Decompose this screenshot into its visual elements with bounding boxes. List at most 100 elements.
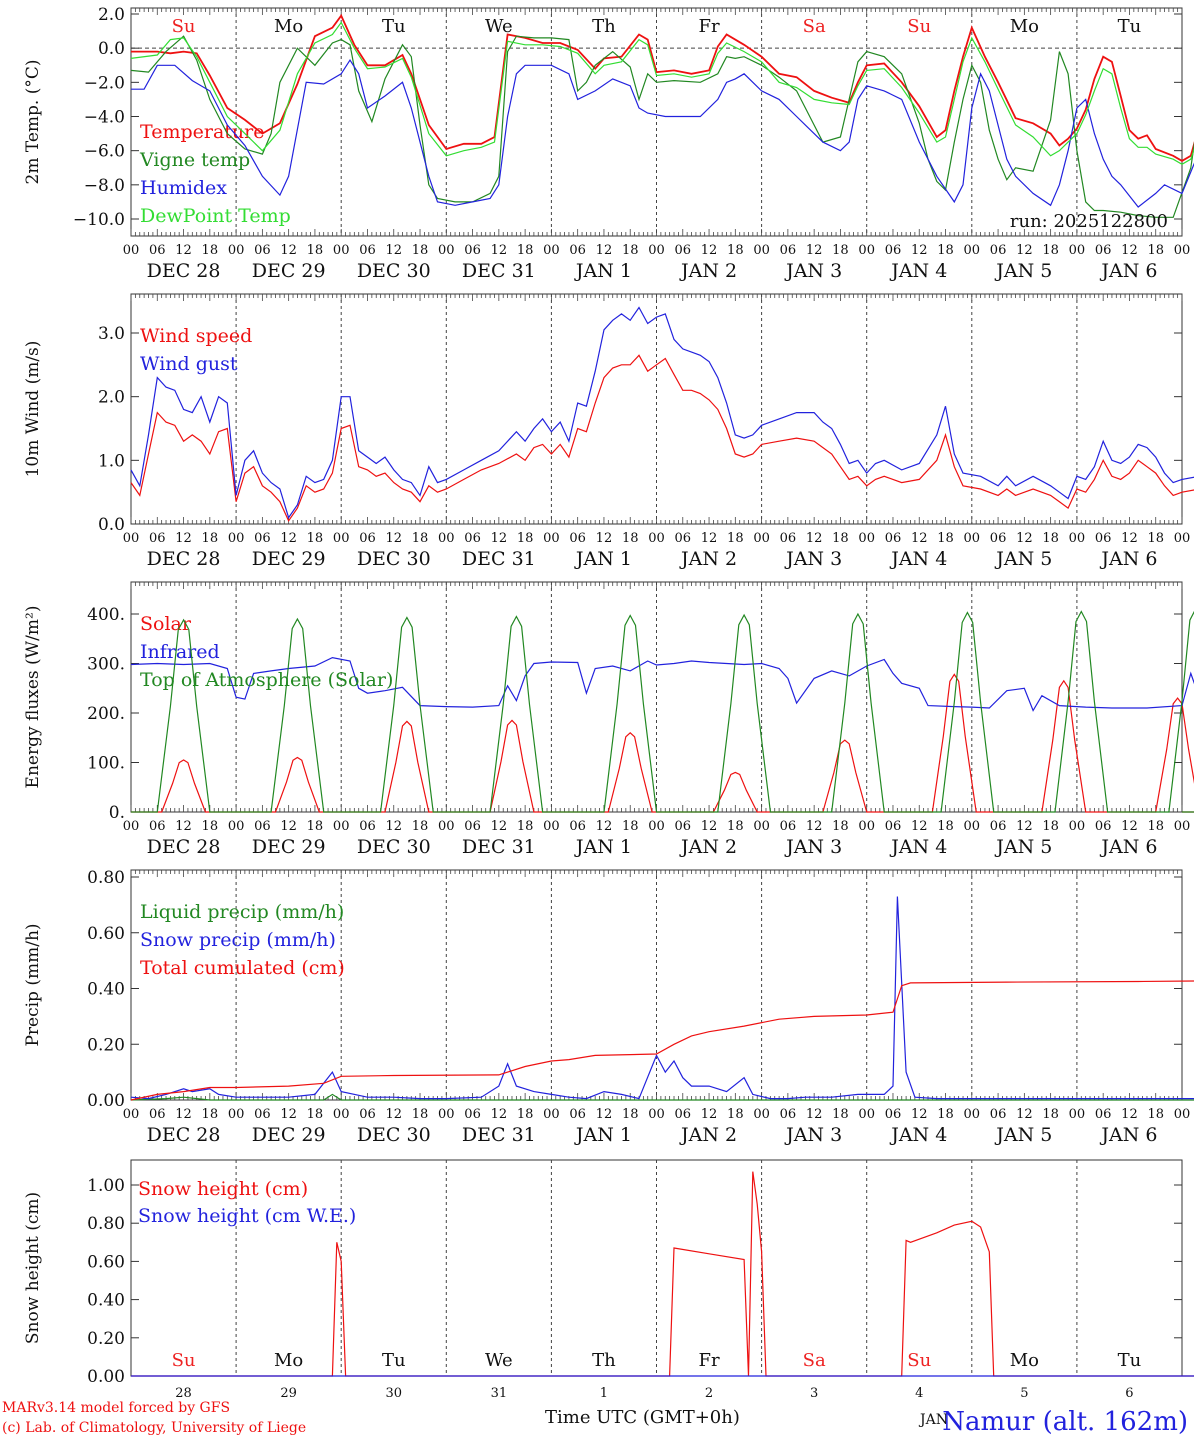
hour-tick-label: 18 (622, 243, 639, 258)
y-tick-label: −8.0 (84, 176, 125, 196)
day-label: JAN 5 (994, 548, 1052, 570)
hour-tick-label: 00 (753, 1107, 770, 1122)
series-line-top-of-atmosphere-solar- (131, 610, 1194, 813)
hour-tick-label: 06 (569, 531, 586, 546)
hour-tick-label: 00 (1174, 243, 1191, 258)
hour-tick-label: 18 (307, 1107, 324, 1122)
day-label: DEC 28 (147, 260, 221, 282)
hour-tick-label: 00 (123, 819, 140, 834)
jan-month-label: JAN (918, 1412, 948, 1428)
hour-tick-label: 18 (1042, 243, 1059, 258)
legend-entry: Humidex (140, 177, 227, 199)
hour-tick-label: 12 (806, 819, 823, 834)
hour-tick-label: 18 (1042, 531, 1059, 546)
day-label: DEC 29 (252, 260, 326, 282)
day-label: DEC 30 (357, 1124, 431, 1146)
legend-entry: Solar (140, 613, 192, 635)
hour-tick-label: 18 (412, 531, 429, 546)
credit-model: MARv3.14 model forced by GFS (2, 1400, 230, 1416)
hour-tick-label: 00 (1174, 1107, 1191, 1122)
hour-tick-label: 00 (1069, 819, 1086, 834)
day-label: JAN 3 (784, 260, 842, 282)
hour-tick-label: 06 (149, 819, 166, 834)
hour-tick-label: 06 (780, 1107, 797, 1122)
hour-tick-label: 06 (885, 819, 902, 834)
y-tick-label: −2.0 (84, 73, 125, 93)
hour-tick-label: 00 (1069, 243, 1086, 258)
y-tick-label: 1.0 (98, 451, 125, 471)
weekday-label: Mo (1010, 1350, 1039, 1371)
y-tick-label: 0.80 (87, 1214, 125, 1234)
day-label: JAN 6 (1099, 548, 1157, 570)
y-axis-label: 10m Wind (m/s) (23, 341, 43, 478)
hour-tick-label: 18 (1147, 243, 1164, 258)
hour-tick-label: 12 (491, 1107, 508, 1122)
day-number: 30 (385, 1386, 402, 1401)
hour-tick-label: 18 (202, 819, 219, 834)
hour-tick-label: 18 (1042, 1107, 1059, 1122)
day-number: 29 (280, 1386, 297, 1401)
day-label: DEC 30 (357, 260, 431, 282)
day-label: JAN 1 (574, 260, 632, 282)
panel-3: 0. 100. 200. 300. 400. Energy fluxes (W/m²) So… (23, 581, 1194, 858)
day-number: 28 (175, 1386, 192, 1401)
panel-1: 2.0 0.0 −2.0 −4.0 −6.0 −8.0 −10.0 2m Temp. (°C)… (23, 5, 1194, 282)
day-number: 2 (705, 1386, 713, 1401)
day-number: 6 (1125, 1386, 1133, 1401)
hour-tick-label: 18 (937, 819, 954, 834)
series-line-humidex (131, 58, 1194, 208)
hour-tick-label: 12 (385, 531, 402, 546)
y-tick-label: 2.0 (98, 5, 125, 25)
panel-5: 0.00 0.20 0.40 0.60 0.80 1.00 Snow height (cm)… (23, 1159, 1194, 1401)
hour-tick-label: 00 (228, 243, 245, 258)
hour-tick-label: 18 (412, 243, 429, 258)
hour-tick-label: 12 (1121, 243, 1138, 258)
hour-tick-label: 06 (464, 1107, 481, 1122)
series-line-wind-gust (130, 306, 1194, 519)
hour-tick-label: 06 (464, 819, 481, 834)
hour-tick-label: 12 (1016, 243, 1033, 258)
hour-tick-label: 06 (885, 243, 902, 258)
hour-tick-label: 06 (254, 819, 271, 834)
y-tick-label: 400. (87, 605, 125, 625)
hour-tick-label: 18 (307, 531, 324, 546)
series-line-snow-height-cm- (131, 1171, 1194, 1377)
hour-tick-label: 00 (1174, 819, 1191, 834)
y-tick-label: 0.20 (87, 1035, 125, 1055)
hour-tick-label: 06 (359, 243, 376, 258)
hour-tick-label: 18 (622, 531, 639, 546)
day-label: DEC 29 (252, 1124, 326, 1146)
panel-2: 0.0 1.0 2.0 3.0 10m Wind (m/s) Wind speed Wind… (23, 293, 1194, 570)
hour-tick-label: 00 (333, 819, 350, 834)
hour-tick-label: 18 (1042, 819, 1059, 834)
y-tick-label: 300. (87, 655, 125, 675)
legend-entry: Wind speed (140, 325, 252, 347)
hour-tick-label: 12 (175, 1107, 192, 1122)
hour-tick-label: 18 (937, 531, 954, 546)
hour-tick-label: 06 (780, 531, 797, 546)
day-label: DEC 30 (357, 836, 431, 858)
day-label: JAN 6 (1099, 836, 1157, 858)
hour-tick-label: 06 (990, 531, 1007, 546)
hour-tick-label: 12 (911, 1107, 928, 1122)
day-number: 5 (1020, 1386, 1028, 1401)
hour-tick-label: 00 (543, 531, 560, 546)
hour-tick-label: 12 (911, 819, 928, 834)
hour-tick-label: 06 (359, 531, 376, 546)
hour-tick-label: 12 (1016, 1107, 1033, 1122)
hour-tick-label: 12 (806, 531, 823, 546)
hour-tick-label: 00 (1069, 1107, 1086, 1122)
hour-tick-label: 06 (569, 243, 586, 258)
y-tick-label: 0.00 (87, 1091, 125, 1111)
run-label: run: 2025122800 (1010, 211, 1168, 232)
day-label: JAN 2 (679, 1124, 737, 1146)
hour-tick-label: 12 (385, 819, 402, 834)
day-label: JAN 4 (889, 260, 947, 282)
hour-tick-label: 18 (1147, 1107, 1164, 1122)
hour-tick-label: 00 (753, 531, 770, 546)
hour-tick-label: 12 (1121, 1107, 1138, 1122)
hour-tick-label: 06 (990, 819, 1007, 834)
hour-tick-label: 00 (543, 819, 560, 834)
legend-entry: Snow height (cm W.E.) (138, 1205, 356, 1227)
hour-tick-label: 00 (438, 531, 455, 546)
